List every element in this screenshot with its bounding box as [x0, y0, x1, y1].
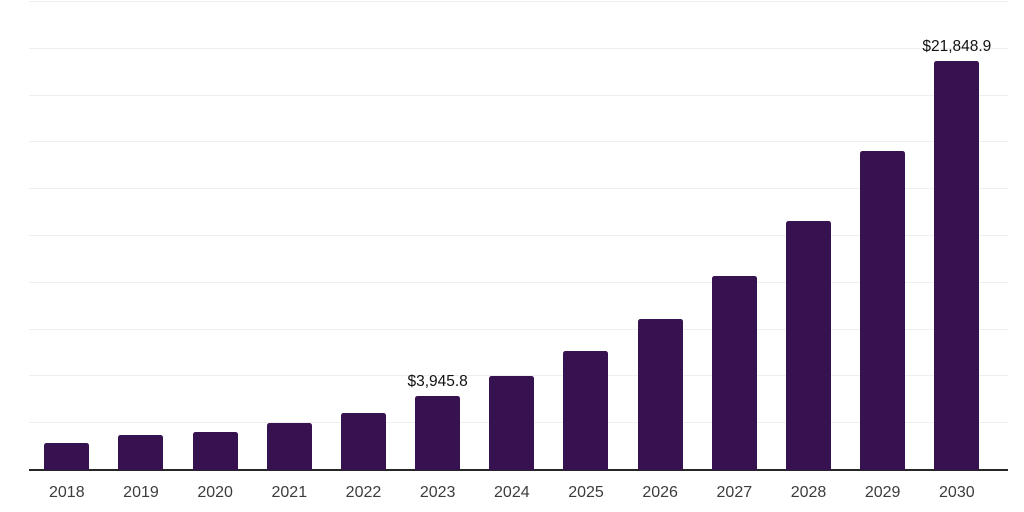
x-tick-2029: 2029: [864, 484, 901, 501]
gridline: [29, 188, 1008, 190]
gridline: [29, 141, 1008, 143]
gridline: [29, 47, 1008, 49]
x-tick-2022: 2022: [345, 484, 382, 501]
gridline: [29, 375, 1008, 377]
bar-2024: [489, 376, 535, 470]
x-tick-2019: 2019: [123, 484, 159, 501]
bar-2019: [118, 435, 164, 470]
x-axis: 2018 2019 2020 2021 2022 2023 2024 2025 2026 2027…: [29, 484, 1008, 508]
bar-value-label: $3,945.8: [407, 372, 468, 390]
gridline: [29, 235, 1008, 236]
x-tick-2028: 2028: [790, 484, 827, 501]
bar-2020: [192, 432, 238, 470]
bar-2018: [44, 442, 90, 470]
x-tick-2018: 2018: [49, 484, 85, 501]
gridline: [29, 94, 1008, 96]
bar-value-label: $21,848.9: [922, 37, 992, 55]
gridline: [29, 328, 1008, 330]
x-tick-2024: 2024: [494, 484, 530, 501]
bar-2022: [340, 412, 386, 470]
bar-2030: [934, 61, 980, 470]
bar-2021: [266, 422, 312, 470]
x-tick-2023: 2023: [419, 484, 456, 501]
bar-2029: [860, 151, 906, 470]
gridline: [29, 1, 1008, 2]
bar-2023: [415, 396, 461, 470]
x-tick-2020: 2020: [197, 484, 233, 501]
x-tick-2030: 2030: [939, 484, 975, 501]
bar-2027: [711, 276, 757, 470]
plot-area: $3,945.8 $21,848.9: [29, 1, 1008, 471]
x-tick-2021: 2021: [271, 484, 308, 501]
x-axis-line: [29, 469, 1008, 471]
bar-2028: [786, 221, 831, 470]
bar-2026: [637, 318, 683, 470]
gridline: [29, 281, 1008, 283]
x-tick-2025: 2025: [568, 484, 604, 501]
x-tick-2026: 2026: [642, 484, 678, 501]
bar-2025: [563, 350, 609, 470]
x-tick-2027: 2027: [716, 484, 753, 501]
